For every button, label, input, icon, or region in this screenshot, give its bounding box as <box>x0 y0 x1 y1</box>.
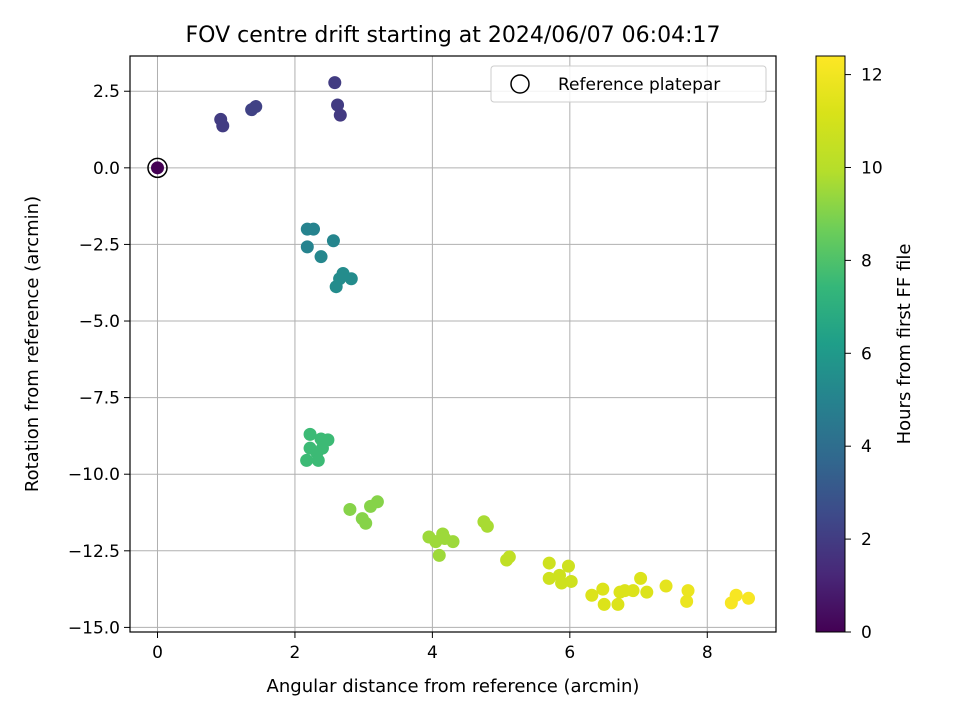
reference-marker <box>147 157 168 179</box>
data-point <box>564 574 578 588</box>
colorbar-tick-label: 4 <box>861 437 872 457</box>
x-axis-label: Angular distance from reference (arcmin) <box>267 676 640 697</box>
data-point <box>640 585 654 599</box>
data-point <box>634 571 648 585</box>
data-point <box>480 519 494 533</box>
y-axis-label: Rotation from reference (arcmin) <box>22 196 43 492</box>
legend: Reference platepar <box>490 65 767 103</box>
data-point <box>561 559 575 573</box>
data-point <box>680 594 694 608</box>
data-point <box>311 453 325 467</box>
x-tick-label: 2 <box>290 643 301 663</box>
data-point <box>343 502 357 516</box>
data-point <box>596 582 610 596</box>
colorbar: 0 2 4 6 8 10 12 Hours from first FF file <box>815 55 915 643</box>
data-points <box>150 76 756 611</box>
data-point <box>314 250 328 264</box>
data-point <box>555 576 569 590</box>
data-point <box>300 240 314 254</box>
reference-platepar-marker <box>147 157 168 179</box>
x-tick-label: 0 <box>152 643 163 663</box>
y-axis-ticks: 2.5 0.0 −2.5 −5.0 −7.5 −10.0 −12.5 −15.0 <box>68 82 130 638</box>
data-point <box>681 584 695 598</box>
colorbar-tick-label: 2 <box>861 530 872 550</box>
chart-title: FOV centre drift starting at 2024/06/07 … <box>186 23 721 48</box>
data-point <box>359 516 373 530</box>
colorbar-tick-label: 6 <box>861 344 872 364</box>
data-point <box>364 499 378 513</box>
plot-area-frame <box>129 55 777 633</box>
data-point <box>659 579 673 593</box>
data-point <box>585 588 599 602</box>
data-point <box>626 584 640 598</box>
legend-reference-marker <box>510 74 530 94</box>
y-tick-label: −15.0 <box>68 618 120 638</box>
data-point <box>216 119 230 133</box>
data-point <box>303 427 317 441</box>
colorbar-ticks: 0 2 4 6 8 10 12 <box>845 66 883 643</box>
data-point <box>729 588 743 602</box>
y-tick-label: −5.0 <box>79 312 120 332</box>
x-tick-label: 8 <box>702 643 713 663</box>
data-point <box>446 535 460 549</box>
data-point <box>306 222 320 236</box>
data-point <box>328 76 342 90</box>
colorbar-tick-label: 12 <box>861 66 883 86</box>
colorbar-tick-label: 10 <box>861 158 883 178</box>
legend-entry-label: Reference platepar <box>558 75 720 95</box>
x-tick-label: 6 <box>564 643 575 663</box>
legend-box <box>490 65 767 103</box>
y-tick-label: −10.0 <box>68 465 120 485</box>
colorbar-gradient <box>815 55 846 633</box>
data-point <box>331 98 345 112</box>
x-axis-ticks: 0 2 4 6 8 <box>152 632 713 663</box>
data-point <box>432 548 446 562</box>
x-tick-label: 4 <box>427 643 438 663</box>
data-point <box>611 597 625 611</box>
y-tick-label: 0.0 <box>93 159 120 179</box>
data-point <box>326 234 340 248</box>
data-point <box>597 597 611 611</box>
data-point <box>300 453 314 467</box>
y-tick-label: −12.5 <box>68 542 120 562</box>
data-point <box>502 550 516 564</box>
colorbar-label: Hours from first FF file <box>894 244 915 445</box>
grid-lines <box>130 56 776 632</box>
colorbar-tick-label: 8 <box>861 251 872 271</box>
data-point <box>249 100 263 114</box>
data-point <box>344 272 358 286</box>
colorbar-tick-label: 0 <box>861 623 872 643</box>
y-tick-label: −7.5 <box>79 389 120 409</box>
y-tick-label: 2.5 <box>93 82 120 102</box>
data-point <box>542 556 556 570</box>
data-point <box>333 108 347 122</box>
data-point <box>742 591 756 605</box>
data-point <box>150 161 164 175</box>
data-point <box>542 571 556 585</box>
data-point <box>329 280 343 294</box>
y-tick-label: −2.5 <box>79 235 120 255</box>
